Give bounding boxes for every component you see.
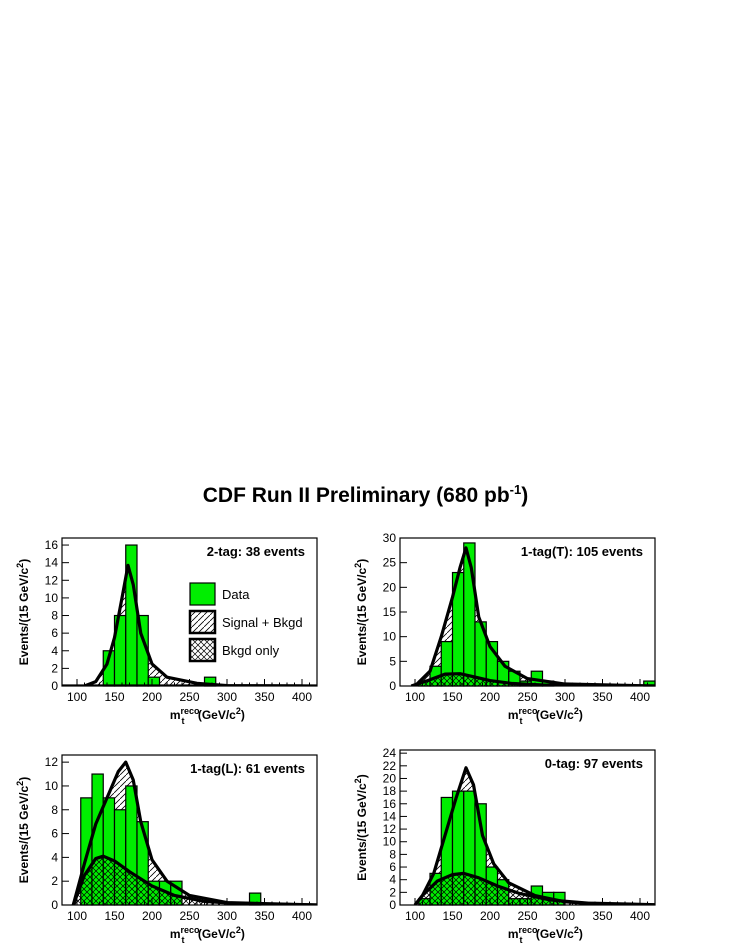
y-tick-label: 14	[45, 556, 59, 570]
signal-curve	[413, 546, 655, 686]
y-tick-label: 20	[383, 580, 397, 594]
legend-signal-label: Signal + Bkgd	[222, 615, 303, 630]
y-tick-label: 16	[383, 797, 397, 811]
y-tick-label: 25	[383, 556, 397, 570]
y-tick-label: 0	[51, 679, 58, 693]
y-tick-label: 10	[383, 630, 397, 644]
y-tick-label: 10	[383, 835, 397, 849]
y-tick-label: 6	[389, 860, 396, 874]
y-axis-label: Events/(15 GeV/c2)	[353, 559, 369, 665]
x-axis-label: mreco t (GeV/c2)	[170, 706, 245, 726]
y-tick-label: 30	[383, 531, 397, 545]
chart-2tag: 100 150 200 250 300 350 400 0 2 4 6 8 10 12 14 16 2-tag:…	[15, 537, 318, 726]
y-tick-label: 0	[389, 679, 396, 693]
x-tick-label: 300	[555, 690, 575, 704]
signal-curve	[71, 760, 317, 905]
panel-title: 1-tag(T): 105 events	[521, 544, 643, 559]
y-tick-label: 18	[383, 784, 397, 798]
legend-data-swatch	[189, 582, 216, 606]
legend-signal-swatch	[188, 609, 217, 635]
y-tick-label: 2	[389, 885, 396, 899]
y-tick-label: 15	[383, 605, 397, 619]
x-tick-label: 350	[592, 690, 612, 704]
page-title: CDF Run II Preliminary (680 pb-1)	[202, 482, 529, 507]
x-tick-label: 150	[442, 690, 462, 704]
y-tick-label: 6	[51, 626, 58, 640]
y-tick-label: 5	[389, 654, 396, 668]
chart-1tagL: 100 150 200 250 300 350 400 0 2 4 6 8 10 12 1-tag(L): …	[15, 754, 318, 945]
y-tick-label: 10	[45, 779, 59, 793]
x-tick-label: 150	[104, 909, 124, 923]
y-tick-label: 4	[51, 850, 58, 864]
x-tick-label: 150	[442, 909, 462, 923]
panel-title: 0-tag: 97 events	[545, 756, 643, 771]
x-tick-label: 200	[142, 690, 162, 704]
x-tick-label: 150	[104, 690, 124, 704]
chart-0tag: 100 150 200 250 300 350 4000246810121416182022…	[353, 746, 656, 945]
y-tick-label: 14	[383, 809, 397, 823]
y-axis-label: Events/(15 GeV/c2)	[15, 559, 31, 665]
x-tick-label: 400	[292, 690, 312, 704]
y-tick-label: 10	[45, 591, 59, 605]
x-axis-label: mreco t (GeV/c2)	[508, 706, 583, 726]
x-axis-label: mreco t (GeV/c2)	[508, 925, 583, 945]
x-tick-label: 400	[292, 909, 312, 923]
x-tick-label: 200	[142, 909, 162, 923]
x-tick-label: 100	[67, 690, 87, 704]
y-tick-label: 0	[389, 898, 396, 912]
bkgd-area	[415, 873, 655, 905]
legend-bkgd-label: Bkgd only	[222, 643, 280, 658]
x-tick-label: 400	[630, 690, 650, 704]
y-tick-label: 4	[51, 644, 58, 658]
x-tick-label: 300	[217, 909, 237, 923]
x-tick-label: 350	[254, 909, 274, 923]
y-tick-label: 8	[389, 847, 396, 861]
y-tick-label: 2	[51, 874, 58, 888]
y-tick-label: 20	[383, 771, 397, 785]
x-tick-label: 100	[405, 909, 425, 923]
x-tick-label: 350	[592, 909, 612, 923]
x-tick-label: 300	[217, 690, 237, 704]
y-tick-label: 8	[51, 609, 58, 623]
x-tick-label: 350	[254, 690, 274, 704]
panel-title: 1-tag(L): 61 events	[190, 761, 305, 776]
y-tick-label: 2	[51, 661, 58, 675]
y-tick-label: 12	[45, 755, 59, 769]
y-tick-label: 4	[389, 873, 396, 887]
bkgd-area	[73, 856, 317, 905]
y-tick-label: 12	[45, 573, 59, 587]
x-tick-label: 400	[630, 909, 650, 923]
legend-bkgd-swatch	[188, 637, 217, 663]
signal-curve	[413, 766, 655, 905]
x-tick-label: 250	[179, 690, 199, 704]
y-tick-label: 22	[383, 759, 397, 773]
y-axis-label: Events/(15 GeV/c2)	[15, 777, 31, 883]
x-tick-label: 250	[517, 909, 537, 923]
y-axis-label: Events/(15 GeV/c2)	[353, 774, 369, 880]
x-tick-label: 100	[405, 690, 425, 704]
x-tick-label: 100	[67, 909, 87, 923]
y-tick-label: 12	[383, 822, 397, 836]
x-tick-label: 300	[555, 909, 575, 923]
x-tick-label: 250	[517, 690, 537, 704]
x-tick-label: 200	[480, 909, 500, 923]
chart-1tagT: 100 150 200 250 300 350 400 0 5 10 15 20 25 30 1-tag(T…	[353, 531, 656, 726]
panel-title: 2-tag: 38 events	[207, 544, 305, 559]
x-tick-label: 200	[480, 690, 500, 704]
y-tick-label: 0	[51, 898, 58, 912]
x-axis-label: mreco t (GeV/c2)	[170, 925, 245, 945]
y-tick-label: 24	[383, 746, 397, 760]
x-tick-label: 250	[179, 909, 199, 923]
y-tick-label: 8	[51, 803, 58, 817]
legend-data-label: Data	[222, 587, 250, 602]
y-tick-label: 6	[51, 827, 58, 841]
y-tick-label: 16	[45, 538, 59, 552]
